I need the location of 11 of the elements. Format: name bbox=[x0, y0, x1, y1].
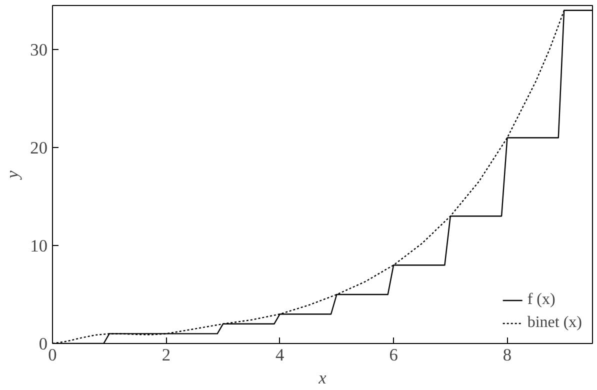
y-tick-label: 30 bbox=[30, 40, 48, 60]
legend-label: f (x) bbox=[527, 291, 556, 309]
x-tick-label: 8 bbox=[502, 346, 512, 364]
x-axis-title: x bbox=[318, 368, 327, 388]
legend-label: binet (x) bbox=[527, 314, 582, 332]
x-tick-label: 2 bbox=[162, 346, 171, 364]
y-tick-label: 10 bbox=[30, 236, 48, 256]
x-tick-label: 4 bbox=[276, 346, 285, 364]
y-axis-title: y bbox=[3, 170, 22, 180]
y-tick-label: 20 bbox=[30, 138, 48, 158]
x-tick-label: 6 bbox=[389, 346, 398, 364]
